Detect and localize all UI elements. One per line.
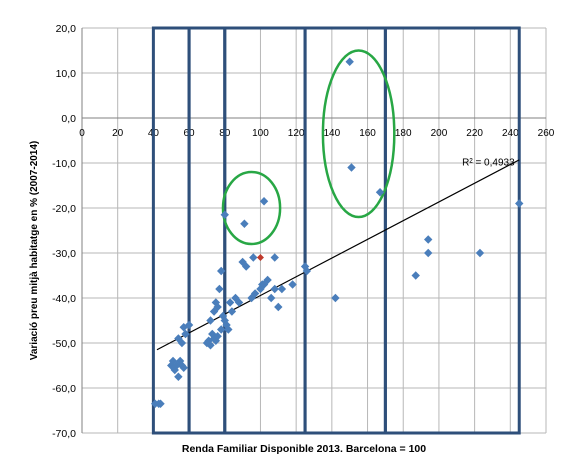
- data-point: [266, 293, 276, 303]
- data-point: [515, 199, 524, 208]
- data-point: [331, 293, 340, 303]
- y-tick-label: -40,0: [52, 293, 76, 305]
- data-point: [224, 325, 233, 334]
- data-point: [270, 284, 279, 294]
- data-point: [241, 262, 251, 271]
- data-point: [234, 298, 244, 307]
- data-point: [156, 399, 165, 408]
- data-point: [220, 210, 229, 219]
- y-tick-label: -10,0: [52, 158, 76, 170]
- data-point: [259, 197, 269, 206]
- data-point: [375, 188, 385, 197]
- data-point: [347, 163, 356, 172]
- data-point: [288, 280, 297, 289]
- data-point: [227, 307, 237, 316]
- data-point: [174, 334, 183, 343]
- data-point: [424, 248, 433, 258]
- data-points: [150, 57, 524, 408]
- data-point: [424, 235, 433, 244]
- data-point: [168, 356, 178, 366]
- y-tick-label: -70,0: [52, 428, 76, 440]
- x-tick-label: 160: [359, 128, 376, 139]
- data-point: [184, 320, 194, 330]
- data-point: [213, 302, 222, 312]
- x-tick-label: 220: [466, 128, 483, 139]
- highlight-ellipses: [221, 49, 396, 246]
- x-tick-label: 140: [324, 128, 341, 139]
- x-axis-label: Renda Familiar Disponible 2013. Barcelon…: [182, 443, 426, 455]
- data-point: [249, 253, 258, 262]
- x-tick-label: 20: [112, 128, 124, 139]
- range-boxes: [151, 26, 521, 435]
- data-point: [274, 302, 283, 312]
- y-tick-label: -30,0: [52, 248, 76, 260]
- data-point: [213, 332, 222, 341]
- data-point: [206, 341, 215, 350]
- barcelona-point: [256, 254, 264, 261]
- trend-line: [156, 159, 520, 351]
- data-point: [181, 329, 190, 339]
- highlight-ellipse: [221, 170, 282, 246]
- y-axis-label: Variació preu mitjà habitatge en % (2007…: [29, 141, 40, 361]
- data-point: [218, 311, 228, 321]
- data-point: [225, 298, 235, 307]
- data-point: [302, 266, 312, 276]
- data-point: [177, 338, 187, 348]
- data-point: [215, 284, 224, 294]
- x-tick-label: 0: [79, 128, 85, 139]
- y-tick-label: -20,0: [52, 203, 76, 215]
- data-point: [263, 275, 272, 285]
- y-tick-labels: 20,0 10,0 0,0 -10,0 -20,0 -30,0 -40,0 -50,0 -60,…: [52, 23, 76, 440]
- data-point: [475, 248, 485, 258]
- data-point: [277, 284, 287, 294]
- data-point: [217, 266, 226, 276]
- data-point: [240, 219, 249, 228]
- data-point: [217, 325, 226, 334]
- x-tick-label: 240: [502, 128, 519, 139]
- y-tick-label: -60,0: [52, 383, 76, 395]
- r-squared-label: R² = 0,4933: [462, 157, 515, 168]
- data-point: [345, 57, 354, 66]
- data-point: [238, 257, 247, 267]
- y-tick-label: -50,0: [52, 338, 76, 350]
- data-point: [411, 271, 420, 280]
- data-point: [250, 289, 260, 298]
- x-tick-label: 120: [288, 128, 305, 139]
- y-tick-label: 0,0: [61, 113, 76, 125]
- data-point: [179, 363, 188, 372]
- data-point: [206, 316, 215, 325]
- x-tick-label: 180: [395, 128, 412, 139]
- y-tick-label: 20,0: [56, 23, 77, 35]
- x-tick-label: 100: [252, 128, 269, 139]
- x-tick-label: 260: [538, 128, 555, 139]
- data-point: [270, 253, 279, 262]
- y-tick-label: 10,0: [56, 68, 77, 80]
- highlight-ellipse: [321, 49, 396, 219]
- x-tick-labels: 0 20 40 60 80 100 120 140 160 180 200 220 240 260: [79, 128, 555, 139]
- data-point: [174, 372, 183, 381]
- x-tick-label: 200: [431, 128, 448, 139]
